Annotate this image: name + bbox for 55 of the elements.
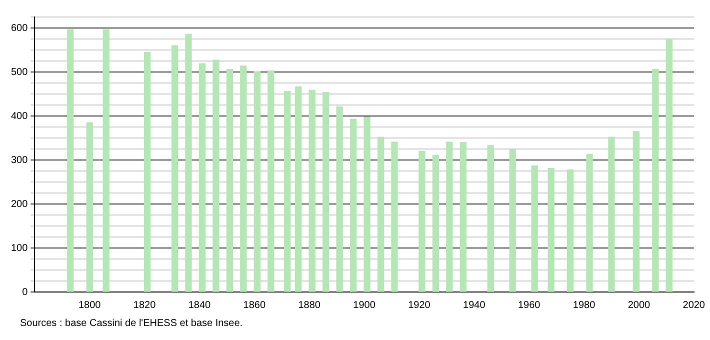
- source-note: Sources : base Cassini de l'EHESS et base Insee.: [20, 318, 244, 329]
- bar: [548, 168, 554, 292]
- y-tick-label: 200: [10, 198, 28, 210]
- x-tick-label: 1880: [298, 300, 321, 311]
- bar: [586, 154, 593, 292]
- x-tick-label: 1920: [408, 300, 431, 311]
- bar: [460, 142, 466, 292]
- bar: [487, 145, 494, 292]
- bar: [608, 136, 615, 292]
- bar: [566, 169, 574, 292]
- bar: [322, 92, 330, 292]
- bar: [171, 45, 178, 292]
- x-tick-label: 1820: [133, 300, 156, 311]
- x-tick-label: 1840: [188, 300, 212, 311]
- bar: [86, 122, 93, 292]
- bar: [198, 63, 206, 292]
- bar: [212, 60, 220, 292]
- y-tick-label: 400: [10, 110, 28, 122]
- bar: [432, 154, 440, 292]
- x-tick-label: 1980: [572, 300, 596, 311]
- bar: [377, 136, 384, 292]
- bar: [350, 118, 357, 292]
- bar: [308, 90, 316, 292]
- bar: [102, 29, 110, 292]
- y-tick-label: 500: [10, 66, 28, 78]
- x-tick-label: 1960: [518, 300, 541, 311]
- bar: [185, 34, 192, 292]
- bar: [652, 69, 659, 292]
- y-tick-label: 100: [10, 242, 28, 254]
- bar: [226, 69, 234, 292]
- bar: [284, 91, 291, 292]
- x-tick-label: 2000: [628, 300, 651, 311]
- bar: [254, 71, 260, 292]
- bar: [509, 150, 516, 292]
- bar: [666, 39, 672, 292]
- bar: [632, 131, 640, 292]
- bar: [295, 86, 302, 292]
- bar: [336, 106, 343, 292]
- y-tick-label: 600: [10, 22, 28, 34]
- y-tick-label: 300: [10, 154, 28, 166]
- bar: [391, 142, 398, 292]
- x-tick-label: 2020: [682, 300, 706, 311]
- bar: [67, 29, 74, 292]
- bar: [144, 52, 151, 292]
- bar: [446, 142, 453, 292]
- x-tick-label: 1940: [463, 300, 486, 311]
- x-tick-label: 1860: [243, 300, 266, 311]
- bar: [364, 116, 370, 292]
- y-tick-label: 0: [22, 286, 28, 298]
- x-tick-label: 1900: [353, 300, 376, 311]
- bar: [268, 70, 274, 292]
- bar: [418, 150, 426, 292]
- bar: [531, 165, 538, 292]
- bar: [240, 66, 247, 292]
- x-tick-label: 1800: [78, 300, 102, 311]
